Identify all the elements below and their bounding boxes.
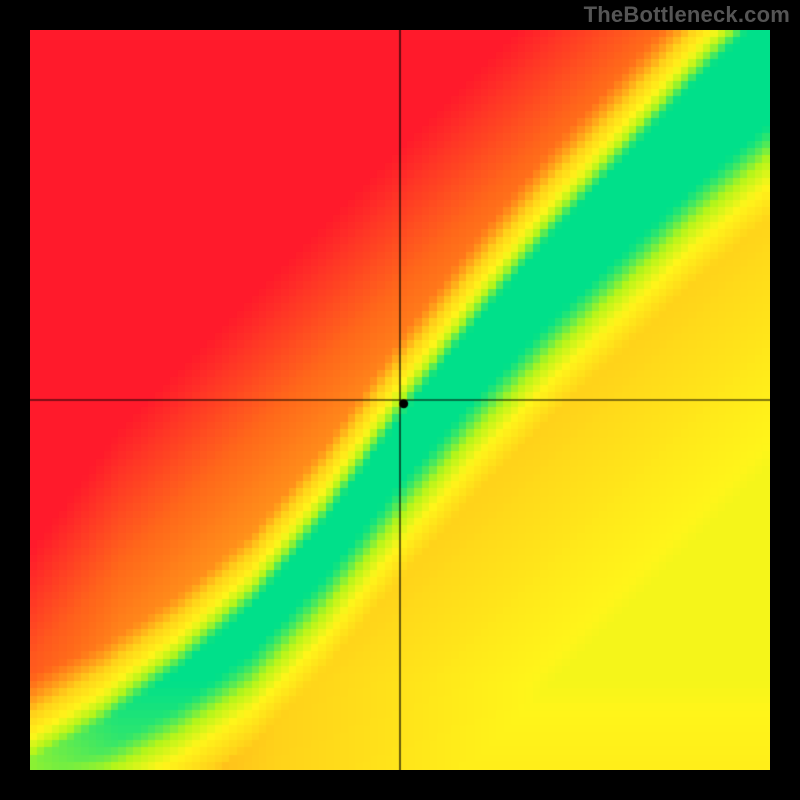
heatmap-canvas (30, 30, 770, 770)
watermark-text: TheBottleneck.com (584, 2, 790, 28)
plot-area (30, 30, 770, 770)
figure-container: TheBottleneck.com (0, 0, 800, 800)
